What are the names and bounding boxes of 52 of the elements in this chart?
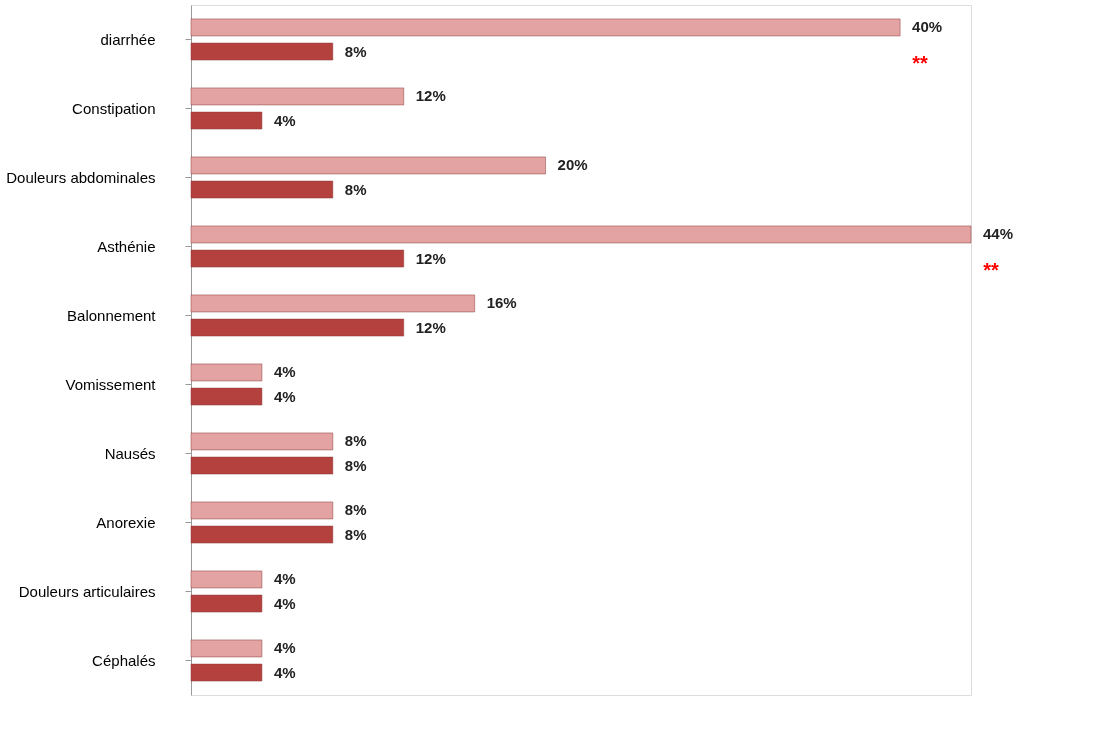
data-label: 4% (273, 387, 296, 405)
annotation: ** (983, 258, 999, 281)
y-tick-label: diarrhée (100, 30, 156, 48)
bar (190, 501, 334, 520)
bar (190, 363, 263, 382)
data-label: 8% (344, 525, 367, 543)
data-label: 4% (273, 111, 296, 129)
data-label: 12% (415, 318, 446, 336)
y-tick-label: Céphalés (92, 651, 156, 669)
data-label: 8% (344, 432, 367, 450)
data-label: 12% (415, 87, 446, 105)
y-tick-label: Douleurs articulaires (18, 582, 156, 600)
bar (190, 570, 263, 589)
bar (190, 42, 334, 61)
bar (190, 432, 334, 451)
bar (190, 639, 263, 658)
bar (190, 663, 263, 682)
bar (190, 294, 475, 313)
bar (190, 111, 263, 130)
y-tick-label: Balonnement (67, 306, 157, 324)
data-label: 8% (344, 42, 367, 60)
data-label: 4% (273, 570, 296, 588)
bar (190, 180, 334, 199)
bar (190, 156, 546, 175)
data-label: 8% (344, 456, 367, 474)
y-tick-label: Constipation (72, 99, 156, 117)
data-label: 44% (983, 225, 1014, 243)
y-tick-label: Vomissement (65, 375, 157, 393)
data-label: 8% (344, 501, 367, 519)
y-tick-label: Asthénie (97, 237, 156, 255)
annotation: ** (912, 51, 929, 74)
bar (190, 525, 334, 544)
data-label: 4% (273, 363, 296, 381)
data-label: 4% (273, 639, 296, 657)
bar (190, 225, 972, 244)
data-label: 40% (912, 18, 943, 36)
data-label: 4% (273, 594, 296, 612)
y-tick-label: Douleurs abdominales (6, 168, 156, 186)
data-label: 16% (486, 294, 517, 312)
bar (190, 249, 404, 268)
data-label: 12% (415, 249, 446, 267)
bar (190, 594, 263, 613)
bar (190, 387, 263, 406)
data-label: 4% (273, 663, 296, 681)
y-tick-label: Anorexie (96, 513, 156, 531)
bar (190, 87, 404, 106)
data-label: 20% (557, 156, 588, 174)
bar (190, 18, 901, 37)
bar (190, 318, 404, 337)
data-label: 8% (344, 180, 367, 198)
y-tick-label: Nausés (104, 444, 156, 462)
bar (190, 456, 334, 475)
